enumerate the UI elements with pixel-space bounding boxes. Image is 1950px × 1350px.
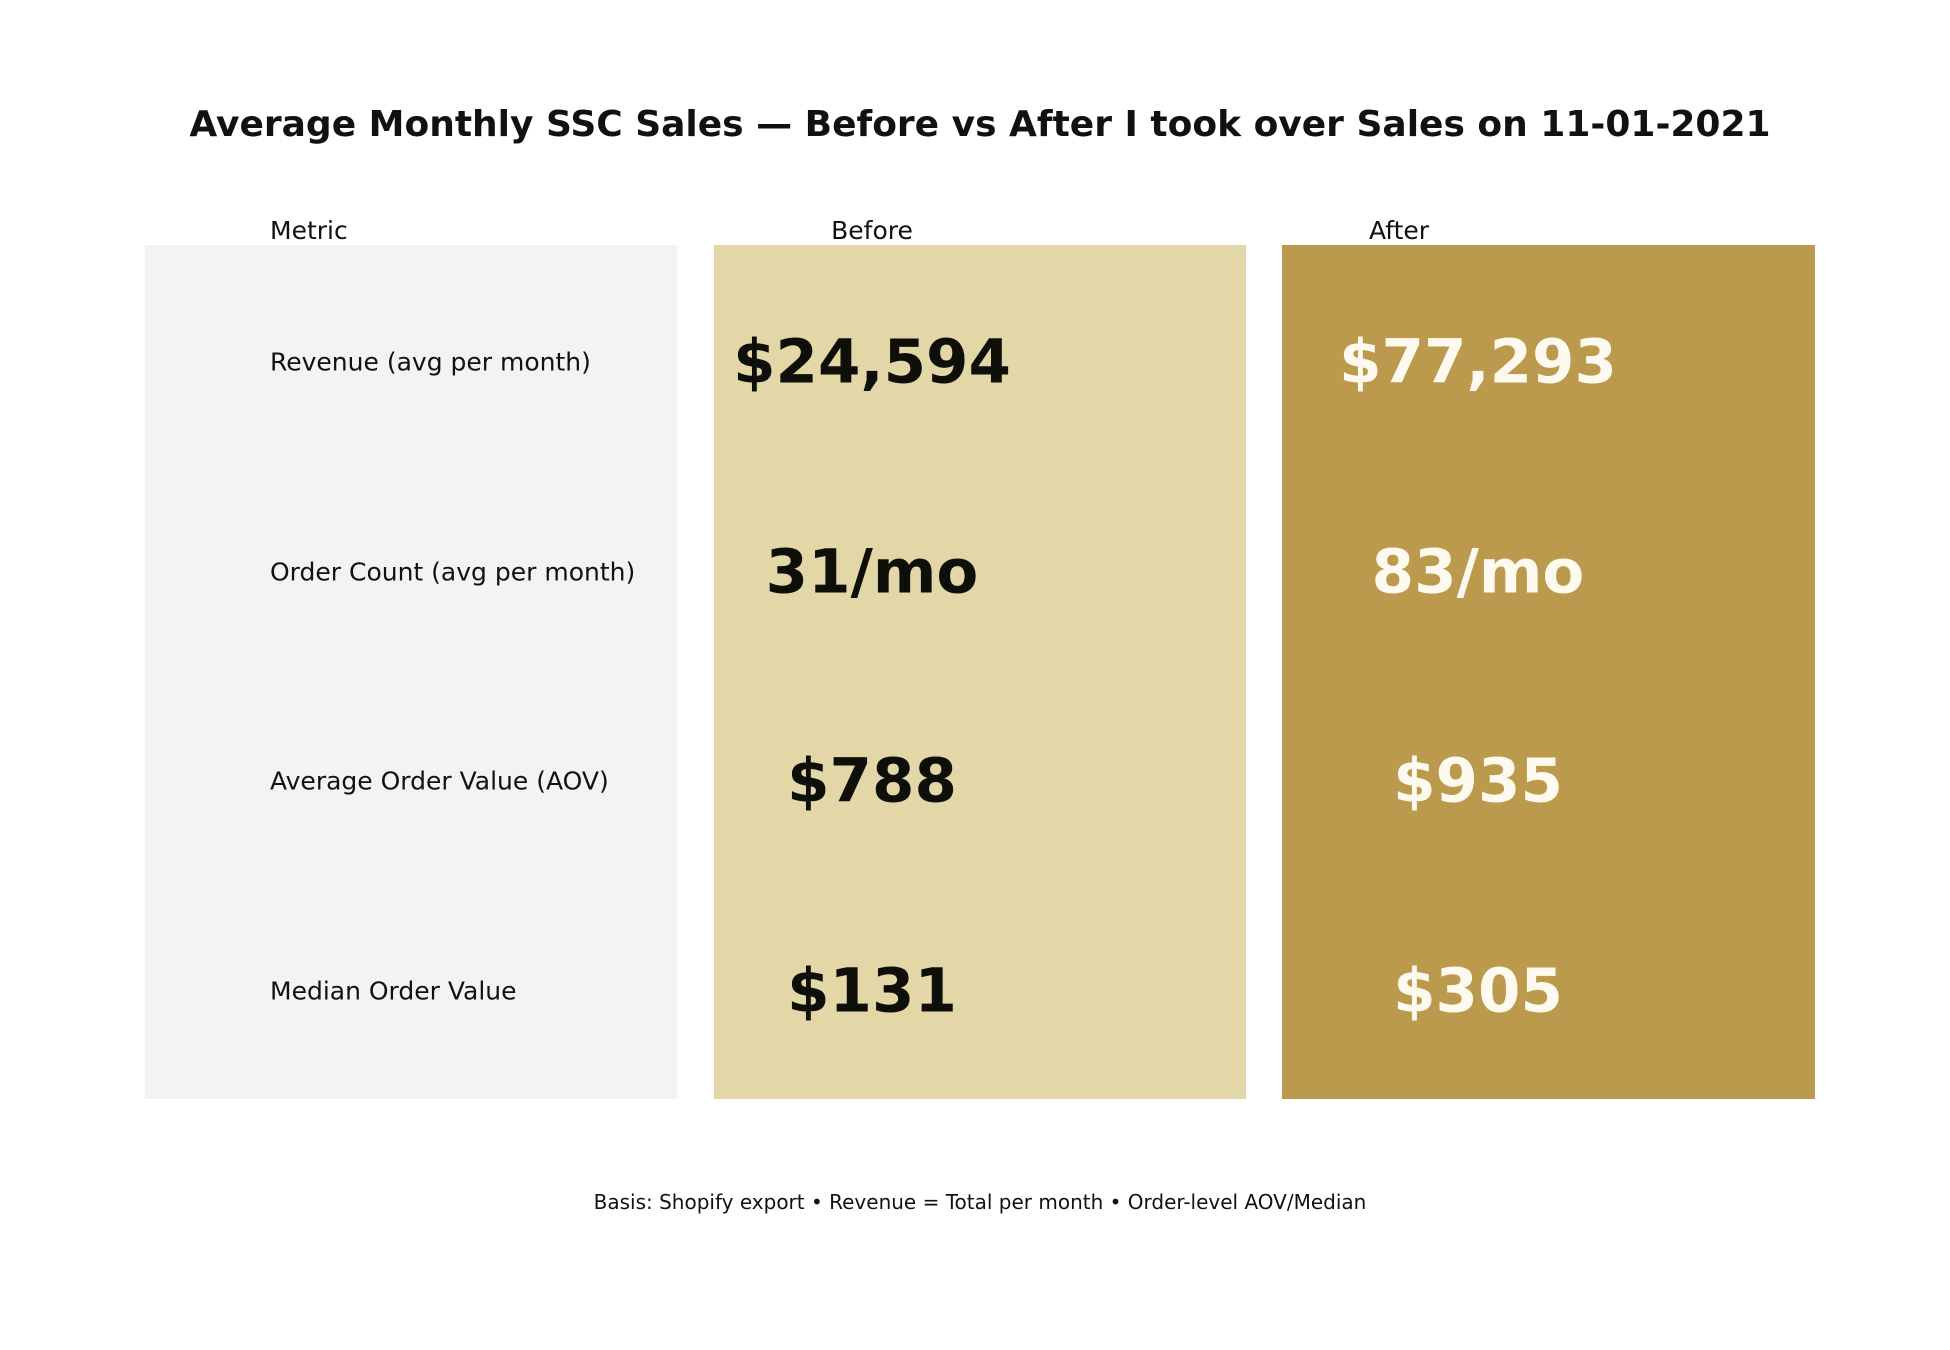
metric-label: Average Order Value (AOV) (270, 766, 609, 796)
before-value: $788 (787, 745, 957, 817)
footnote: Basis: Shopify export • Revenue = Total … (593, 1190, 1367, 1214)
before-value: 31/mo (765, 536, 979, 608)
metric-column-panel (145, 245, 677, 1099)
chart-title: Average Monthly SSC Sales — Before vs Af… (189, 104, 1771, 145)
column-header-before: Before (831, 216, 913, 245)
column-header-metric: Metric (270, 216, 348, 245)
before-column-panel (714, 245, 1246, 1099)
after-value: $77,293 (1339, 326, 1617, 398)
column-header-after: After (1369, 216, 1430, 245)
after-value: $935 (1393, 745, 1563, 817)
metric-label: Revenue (avg per month) (270, 347, 591, 377)
after-value: 83/mo (1371, 536, 1585, 608)
before-value: $131 (787, 955, 957, 1027)
after-value: $305 (1393, 955, 1563, 1027)
metric-label: Median Order Value (270, 976, 517, 1006)
before-value: $24,594 (733, 326, 1011, 398)
after-column-panel (1282, 245, 1815, 1099)
metric-label: Order Count (avg per month) (270, 557, 636, 587)
